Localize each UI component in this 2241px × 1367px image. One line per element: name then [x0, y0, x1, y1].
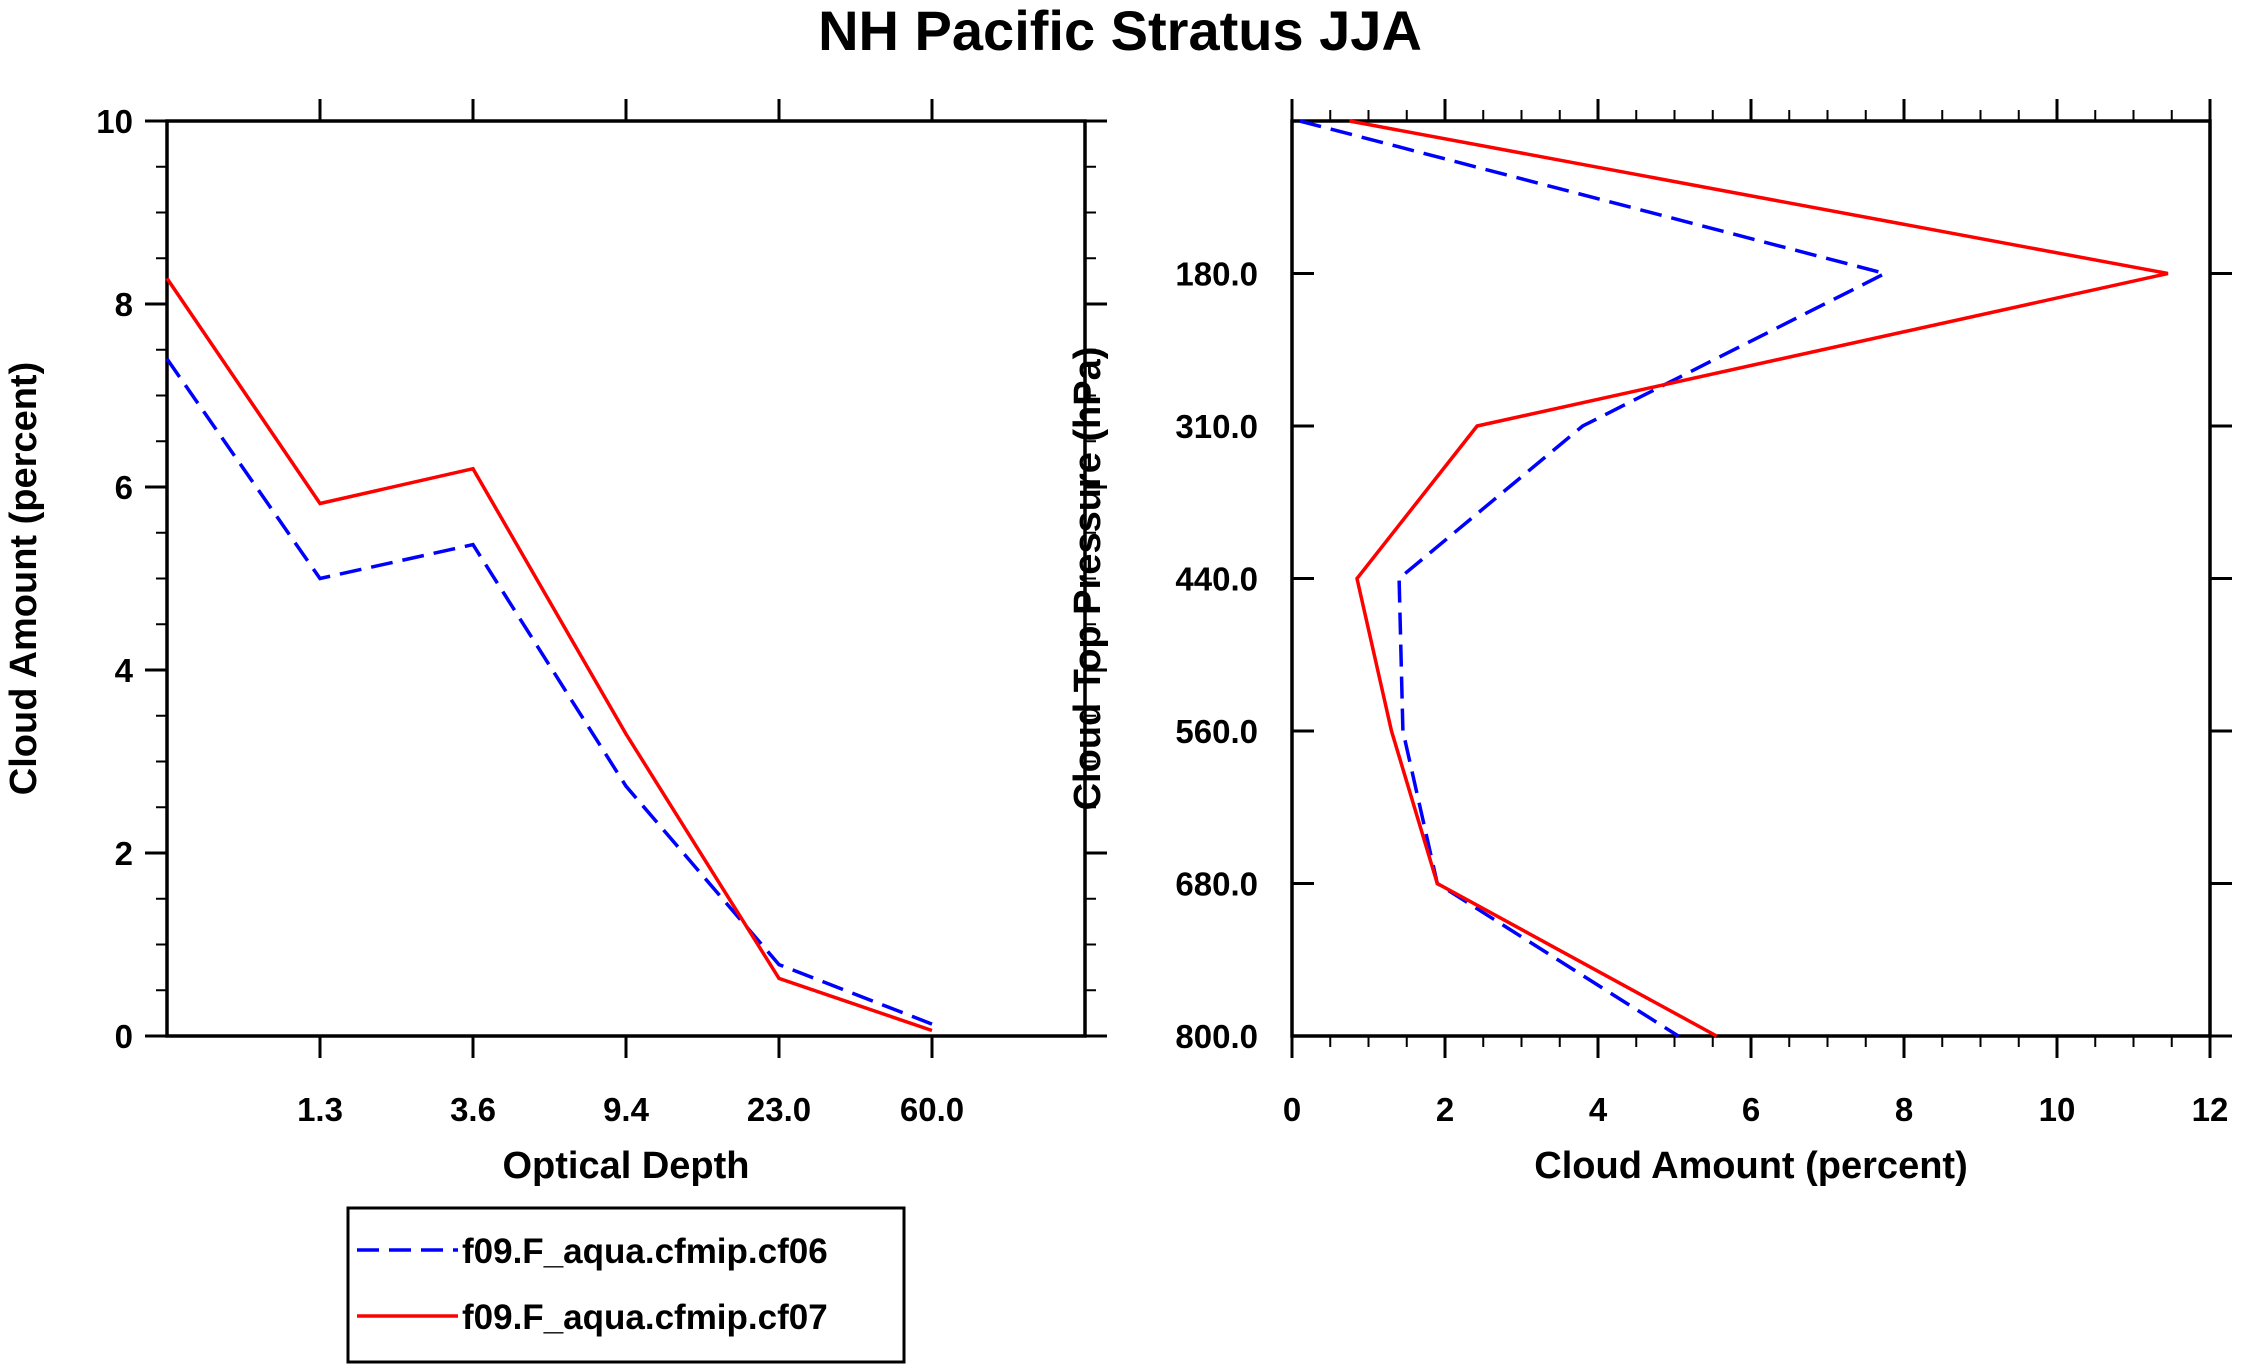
right-y-tick-label: 310.0	[1175, 408, 1258, 445]
right-x-tick-label: 8	[1895, 1091, 1913, 1128]
left-y-tick-label: 10	[96, 103, 133, 140]
right-x-tick-label: 12	[2192, 1091, 2229, 1128]
legend-box	[346, 1206, 906, 1364]
left-x-tick-label: 3.6	[450, 1091, 496, 1128]
left-y-tick-label: 2	[115, 835, 133, 872]
right-series-line-1	[1299, 119, 1890, 1038]
left-y-tick-label: 6	[115, 469, 133, 506]
right-x-tick-label: 4	[1589, 1091, 1608, 1128]
left-x-tick-label: 9.4	[603, 1091, 650, 1128]
legend-label-1: f09.F_aqua.cfmip.cf06	[462, 1232, 828, 1271]
right-y-axis-label: Cloud Top Pressure (hPa)	[1067, 347, 1109, 811]
left-y-tick-label: 8	[115, 286, 133, 323]
right-panel: 0 2 4 6 8 10 12 180.0 310.0 440.0 560.0 680.0 800.0 C…	[1067, 99, 2232, 1187]
right-x-axis-label: Cloud Amount (percent)	[1534, 1145, 1967, 1187]
legend-label-2: f09.F_aqua.cfmip.cf07	[462, 1298, 828, 1337]
left-series-line-1	[165, 357, 933, 1026]
right-x-tick-label: 10	[2039, 1091, 2076, 1128]
left-x-axis-label: Optical Depth	[502, 1145, 749, 1187]
right-plot-frame	[1290, 119, 2212, 1038]
chart-title: NH Pacific Stratus JJA	[818, 0, 1422, 62]
right-series-line-2	[1349, 119, 2169, 1038]
right-x-tick-label: 2	[1436, 1091, 1454, 1128]
left-x-tick-label: 1.3	[297, 1091, 343, 1128]
left-plot-frame	[165, 119, 1087, 1038]
left-y-axis-label: Cloud Amount (percent)	[3, 362, 45, 795]
left-x-tick-label: 60.0	[900, 1091, 964, 1128]
left-y-tick-label: 4	[115, 652, 134, 689]
right-y-tick-label: 560.0	[1175, 713, 1258, 750]
left-x-tick-label: 23.0	[747, 1091, 811, 1128]
left-series-line-2	[165, 277, 933, 1033]
right-y-tick-label: 440.0	[1175, 561, 1258, 598]
left-y-tick-label: 0	[115, 1018, 133, 1055]
right-y-tick-label: 680.0	[1175, 866, 1258, 903]
right-x-tick-label: 0	[1283, 1091, 1301, 1128]
right-x-tick-label: 6	[1742, 1091, 1760, 1128]
right-y-tick-label: 180.0	[1175, 256, 1258, 293]
left-panel: 0 2 4 6 8 10 1.3 3.6 9.4 23.0 60.0 Optical Depth Clo…	[3, 99, 1107, 1187]
right-y-tick-label: 800.0	[1175, 1018, 1258, 1055]
legend: f09.F_aqua.cfmip.cf06 f09.F_aqua.cfmip.cf…	[346, 1206, 906, 1364]
